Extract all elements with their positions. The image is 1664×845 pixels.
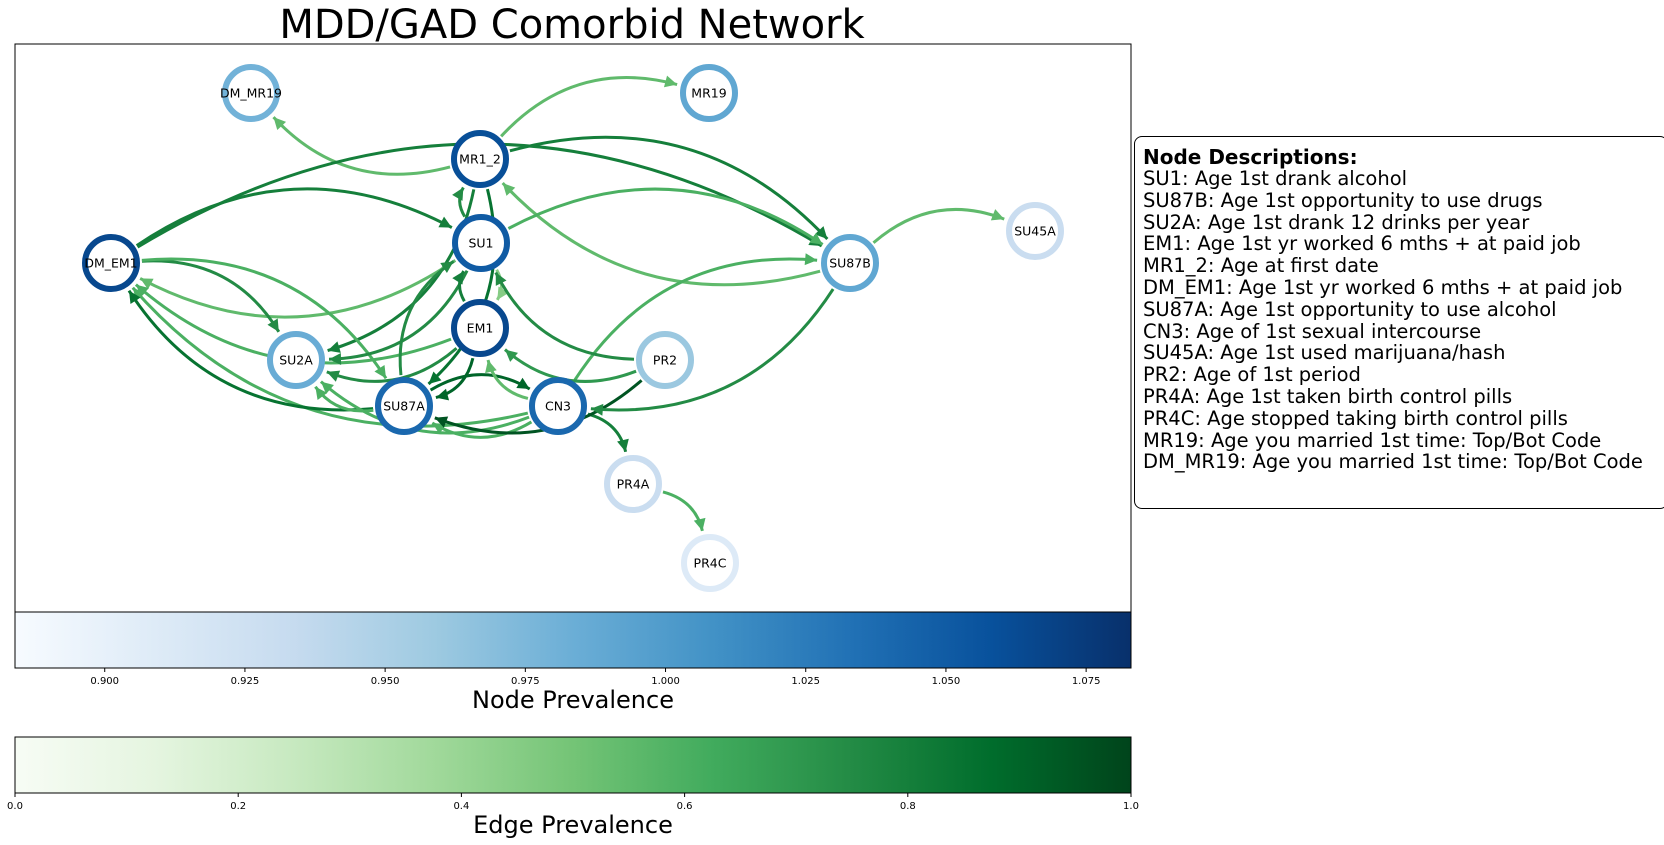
node-label: SU87A bbox=[383, 399, 425, 414]
edge-su1-to-su87b bbox=[507, 187, 824, 246]
node-colorbar-label: Node Prevalence bbox=[472, 686, 674, 714]
legend-item: PR2: Age of 1st period bbox=[1143, 363, 1361, 387]
node-label: DM_EM1 bbox=[84, 256, 137, 271]
edge-su87b-to-mr1-2 bbox=[501, 181, 821, 287]
edge-cn3-to-su87b bbox=[573, 253, 818, 381]
legend-title: Node Descriptions: bbox=[1143, 145, 1358, 169]
edge-su87a-to-dm-em1 bbox=[127, 289, 374, 412]
node-su2a: SU2A bbox=[267, 331, 325, 389]
edge-colorbar-ticks: 0.0 0.2 0.4 0.6 0.8 1.0 bbox=[7, 793, 1139, 812]
node-mr19: MR19 bbox=[680, 64, 738, 122]
edges-layer bbox=[127, 75, 1005, 532]
node-label: SU1 bbox=[468, 236, 493, 251]
edge-colorbar-tick-label: 0.2 bbox=[230, 801, 246, 812]
legend-item: CN3: Age of 1st sexual intercourse bbox=[1143, 319, 1482, 343]
edge-su1-to-su2a bbox=[328, 270, 469, 365]
edge-colorbar bbox=[14, 736, 1132, 794]
edge-colorbar-tick-label: 0.6 bbox=[677, 801, 693, 812]
node-label: MR19 bbox=[691, 86, 726, 101]
node-label: DM_MR19 bbox=[220, 86, 282, 101]
node-colorbar-tick-label: 1.025 bbox=[791, 676, 820, 687]
node-em1: EM1 bbox=[451, 299, 509, 357]
legend-item: PR4A: Age 1st taken birth control pills bbox=[1143, 384, 1513, 408]
edge-su1-to-mr1-2 bbox=[452, 186, 467, 218]
nodes-layer: DM_MR19 MR19 MR1_2 SU1 DM_EM1 SU87B SU45A EM1 SU… bbox=[82, 64, 1064, 592]
node-label: SU45A bbox=[1014, 224, 1056, 239]
edge-su87b-to-cn3 bbox=[590, 288, 835, 416]
legend-item: SU87B: Age 1st opportunity to use drugs bbox=[1143, 188, 1543, 212]
legend-item: PR4C: Age stopped taking birth control p… bbox=[1143, 406, 1568, 430]
edge-mr1-2-to-su87b bbox=[509, 135, 829, 241]
edge-colorbar-tick-label: 1.0 bbox=[1123, 801, 1139, 812]
edge-colorbar-label: Edge Prevalence bbox=[473, 811, 673, 839]
legend-item: MR1_2: Age at first date bbox=[1143, 254, 1379, 278]
node-colorbar-ticks: 0.900 0.925 0.950 0.975 1.000 1.025 1.050 1.075 bbox=[90, 668, 1100, 687]
legend-item: DM_MR19: Age you married 1st time: Top/B… bbox=[1143, 450, 1643, 474]
edge-su87a-to-su2a bbox=[314, 385, 374, 413]
node-colorbar-tick-label: 1.000 bbox=[651, 676, 680, 687]
legend-item: SU1: Age 1st drank alcohol bbox=[1143, 167, 1408, 190]
legend-items: SU1: Age 1st drank alcohol SU87B: Age 1st… bbox=[1143, 168, 1659, 473]
node-su87a: SU87A bbox=[375, 377, 433, 435]
node-label: SU2A bbox=[279, 353, 313, 368]
legend-item: SU2A: Age 1st drank 12 drinks per year bbox=[1143, 210, 1530, 234]
node-su1: SU1 bbox=[452, 214, 510, 272]
edge-su1-to-dm-em1 bbox=[139, 259, 457, 319]
edge-pr4a-to-pr4c bbox=[662, 490, 706, 532]
edge-pr2-to-su1 bbox=[494, 271, 635, 361]
node-label: PR4C bbox=[694, 556, 727, 571]
node-pr2: PR2 bbox=[636, 331, 694, 389]
node-label: EM1 bbox=[467, 321, 494, 336]
node-pr4a: PR4A bbox=[604, 455, 662, 513]
network-plot-frame bbox=[14, 43, 1132, 613]
node-colorbar-tick-label: 1.075 bbox=[1072, 676, 1101, 687]
node-dm-em1: DM_EM1 bbox=[82, 234, 140, 292]
edge-dm-em1-to-su2a bbox=[141, 259, 281, 333]
legend-item: DM_EM1: Age 1st yr worked 6 mths + at pa… bbox=[1143, 275, 1623, 299]
legend-item: SU87A: Age 1st opportunity to use alcoho… bbox=[1143, 297, 1557, 321]
edge-mr1-2-to-mr19 bbox=[500, 75, 678, 138]
edge-su87b-to-su45a bbox=[872, 208, 1005, 244]
node-su45a: SU45A bbox=[1006, 202, 1064, 260]
node-label: SU87B bbox=[829, 256, 871, 271]
node-pr4c: PR4C bbox=[681, 534, 739, 592]
edge-pr2-to-em1 bbox=[504, 348, 637, 383]
edge-su87a-to-su1 bbox=[398, 260, 455, 376]
node-dm-mr19: DM_MR19 bbox=[220, 64, 282, 122]
legend-item: SU45A: Age 1st used marijuana/hash bbox=[1143, 341, 1506, 365]
node-colorbar-tick-label: 1.050 bbox=[932, 676, 961, 687]
edge-mr1-2-to-dm-mr19 bbox=[272, 116, 451, 176]
node-colorbar bbox=[14, 611, 1132, 669]
legend-item: MR19: Age you married 1st time: Top/Bot … bbox=[1143, 428, 1602, 452]
edge-colorbar-tick-label: 0.8 bbox=[900, 801, 916, 812]
node-colorbar-tick-label: 0.975 bbox=[511, 676, 540, 687]
node-cn3: CN3 bbox=[529, 377, 587, 435]
node-descriptions-legend: Node Descriptions: SU1: Age 1st drank al… bbox=[1134, 136, 1664, 509]
edge-cn3-to-pr4a bbox=[587, 412, 629, 453]
edge-em1-to-su87a bbox=[435, 357, 475, 401]
node-su87b: SU87B bbox=[821, 234, 879, 292]
edge-su87a-to-cn3 bbox=[429, 373, 531, 392]
legend-item: EM1: Age 1st yr worked 6 mths + at paid … bbox=[1143, 232, 1581, 256]
edge-colorbar-tick-label: 0.0 bbox=[7, 801, 23, 812]
edge-em1-to-su1 bbox=[452, 270, 466, 302]
node-colorbar-tick-label: 0.900 bbox=[90, 676, 119, 687]
node-mr1-2: MR1_2 bbox=[451, 130, 509, 188]
edge-cn3-to-em1 bbox=[485, 359, 529, 400]
node-label: PR2 bbox=[653, 353, 677, 368]
node-label: PR4A bbox=[617, 477, 650, 492]
edge-colorbar-tick-label: 0.4 bbox=[453, 801, 469, 812]
edge-dm-em1-to-su1 bbox=[135, 187, 453, 247]
edge-dm-em1-to-su87a bbox=[141, 257, 388, 380]
node-label: MR1_2 bbox=[459, 152, 501, 167]
node-label: CN3 bbox=[545, 399, 571, 414]
figure-title: MDD/GAD Comorbid Network bbox=[279, 2, 865, 48]
node-colorbar-tick-label: 0.925 bbox=[231, 676, 260, 687]
node-colorbar-tick-label: 0.950 bbox=[371, 676, 400, 687]
